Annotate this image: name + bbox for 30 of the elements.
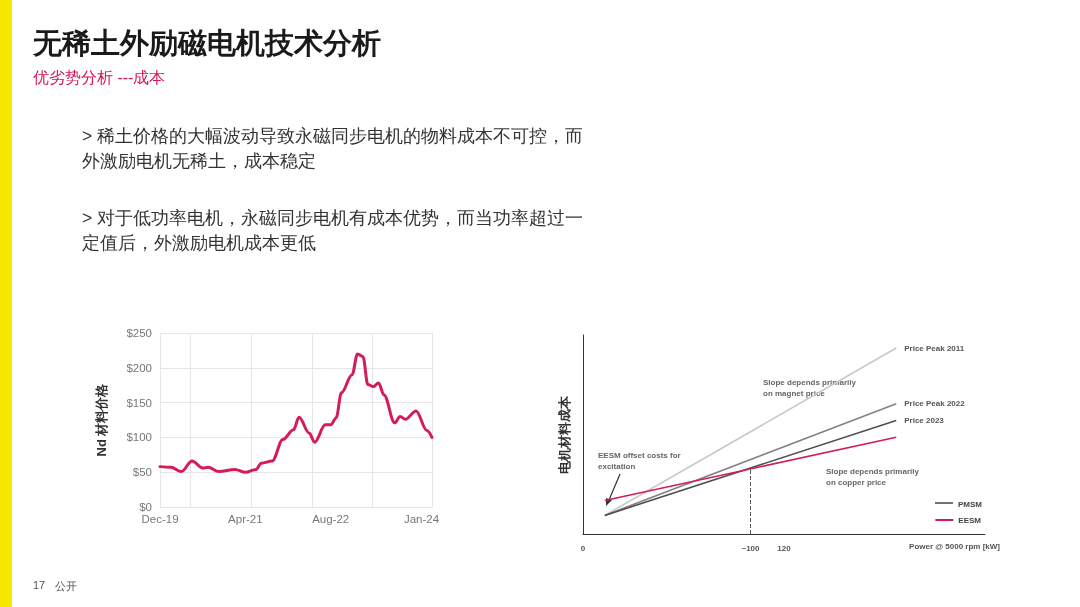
y-tick-label: $250 <box>126 327 152 339</box>
text: 公开 <box>55 579 77 594</box>
x-tick-label: 0 <box>580 543 586 553</box>
text: > 对于低功率电机，永磁同步电机有成本优势，而当功率超过一定值后，外激励电机成本更低 <box>82 207 585 255</box>
annotation: Slope depends primarily on copper price <box>826 467 920 487</box>
x-tick-label: Aug-22 <box>312 513 350 525</box>
legend-label: EESM <box>958 515 982 525</box>
y-tick-label: $0 <box>139 501 152 513</box>
text: > 稀土价格的大幅波动导致永磁同步电机的物料成本不可控，而外激励电机无稀土，成本稳定 <box>82 125 585 173</box>
x-tick-label: Apr-21 <box>228 513 263 525</box>
text: 优劣势分析 ---成本 <box>33 68 166 88</box>
line-series <box>158 352 434 474</box>
x-tick-label: Dec-19 <box>141 513 179 525</box>
y-tick-label: $50 <box>132 466 152 479</box>
text: 无稀土外励磁电机技术分析 <box>33 26 381 61</box>
text: 17 <box>33 579 46 591</box>
y-axis-title: 电机材料成本 <box>557 394 572 474</box>
x-axis-title: Power @ 5000 rpm [kW] <box>909 541 1001 551</box>
x-tick-label: ~100 <box>741 543 761 553</box>
y-tick-label: $100 <box>126 431 152 444</box>
annotation: PMSM <box>958 500 983 509</box>
series-label: Price 2023 <box>904 416 945 426</box>
x-tick-label: 120 <box>777 543 792 553</box>
x-tick-label: Jan-24 <box>403 513 440 525</box>
y-tick-label: $200 <box>126 361 152 374</box>
series-label: Price Peak 2022 <box>904 399 966 409</box>
series-label: Price Peak 2011 <box>904 343 965 353</box>
annotation: EESM offset costs for excitation <box>598 451 681 471</box>
y-axis-title: Nd 材料价格 <box>94 382 109 457</box>
y-tick-label: $150 <box>126 396 152 409</box>
